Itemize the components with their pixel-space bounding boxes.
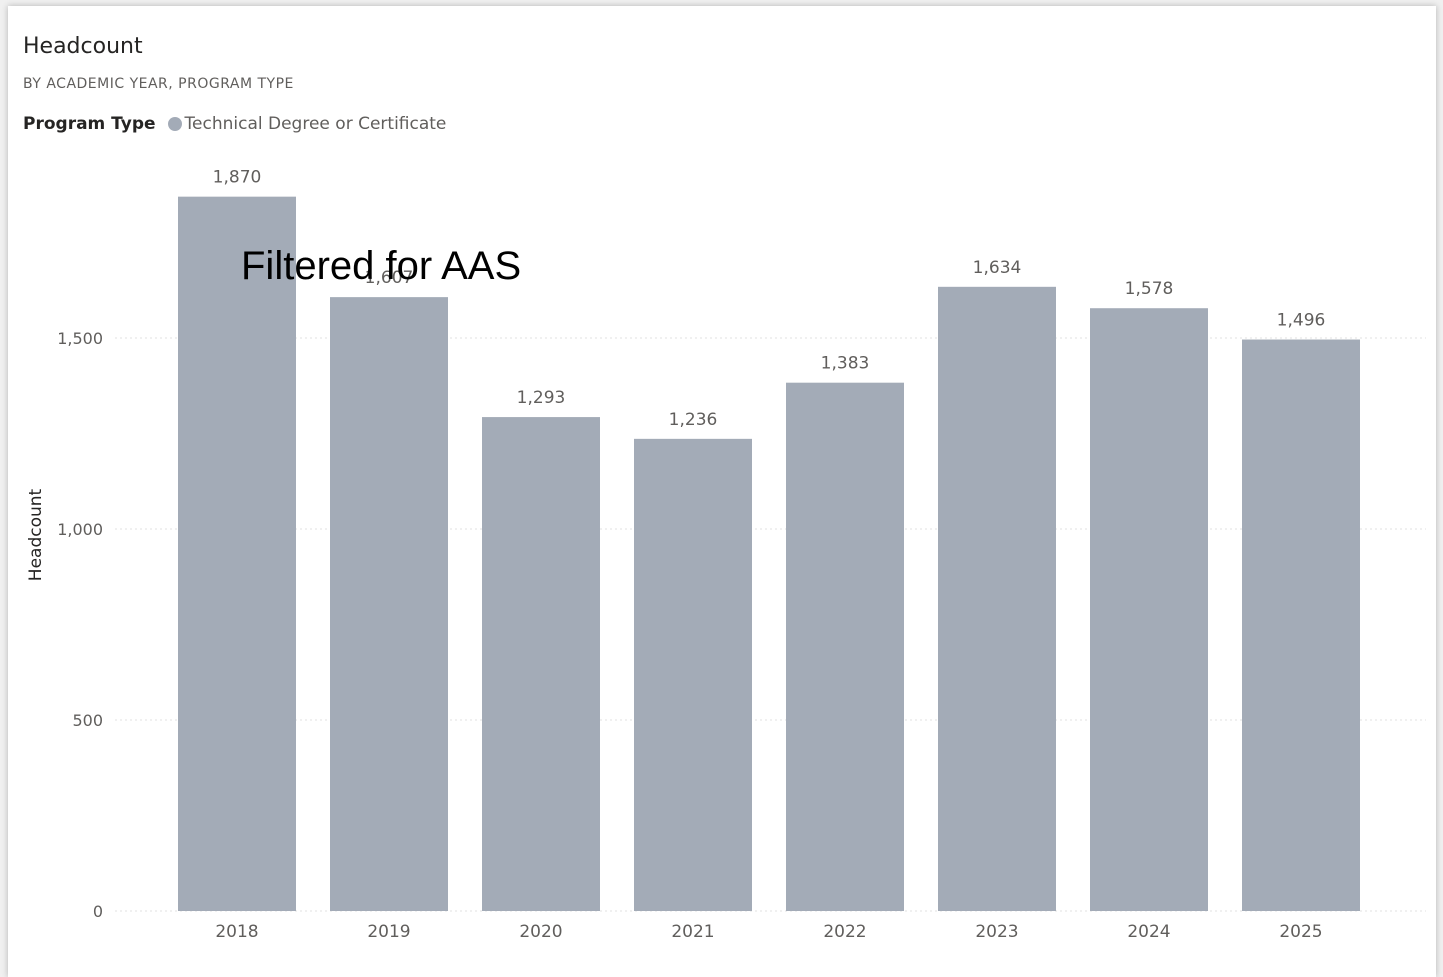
- bar-2021[interactable]: [634, 438, 752, 911]
- x-tick-label: 2020: [519, 922, 562, 942]
- y-tick-label: 1,500: [57, 329, 103, 348]
- data-label: 1,383: [821, 354, 870, 374]
- bar-2019[interactable]: [330, 297, 448, 912]
- chart-subtitle: BY ACADEMIC YEAR, PROGRAM TYPE: [23, 76, 294, 92]
- legend-marker[interactable]: [167, 117, 182, 131]
- bar-2022[interactable]: [786, 382, 904, 912]
- x-tick-label: 2018: [215, 922, 258, 942]
- bar-2025[interactable]: [1242, 339, 1360, 911]
- data-label: 1,578: [1125, 279, 1174, 299]
- y-tick-label: 1,000: [57, 520, 103, 539]
- legend-entry-label[interactable]: Technical Degree or Certificate: [184, 114, 447, 134]
- data-label: 1,607: [365, 268, 414, 288]
- x-tick-label: 2025: [1279, 922, 1322, 942]
- data-label: 1,634: [973, 258, 1022, 278]
- filter-annotation: Filtered for AAS: [241, 244, 522, 288]
- y-axis-label: Headcount: [26, 488, 46, 581]
- data-label: 1,496: [1277, 311, 1326, 331]
- bar-2023[interactable]: [938, 286, 1056, 911]
- y-tick-label: 500: [72, 711, 103, 730]
- bar-2024[interactable]: [1090, 308, 1208, 912]
- y-tick-label: 0: [93, 902, 103, 921]
- x-tick-label: 2021: [671, 922, 714, 942]
- bar-2018[interactable]: [178, 196, 296, 911]
- x-tick-label: 2024: [1127, 922, 1170, 942]
- bar-chart: 0 500 1,000 1,500 Headcount 1,870 2018 1,607 201…: [26, 168, 1426, 942]
- legend: Program Type Technical Degree or Certifi…: [23, 114, 446, 134]
- x-tick-label: 2022: [823, 922, 866, 942]
- x-tick-label: 2023: [975, 922, 1018, 942]
- data-label: 1,236: [669, 410, 718, 430]
- chart-card: Headcount BY ACADEMIC YEAR, PROGRAM TYPE…: [8, 6, 1436, 977]
- data-label: 1,293: [517, 388, 566, 408]
- legend-title: Program Type: [23, 114, 156, 134]
- bar-2020[interactable]: [482, 417, 600, 911]
- data-label: 1,870: [213, 168, 262, 188]
- chart-title: Headcount: [23, 34, 143, 59]
- x-tick-label: 2019: [367, 922, 410, 942]
